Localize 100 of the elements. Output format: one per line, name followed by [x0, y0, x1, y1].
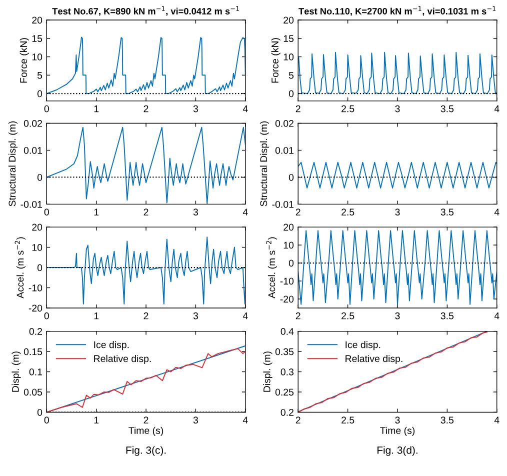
x-tick-label: 2 — [144, 312, 148, 320]
x-tick-label: 2 — [296, 416, 300, 424]
x-axis-title: Time (s) — [380, 426, 415, 436]
caption: Fig. 3(c). — [126, 446, 166, 456]
y-tick-label: 0.4 — [280, 328, 294, 335]
x-tick-label: 0 — [44, 208, 49, 216]
y-tick-label: 0 — [37, 264, 42, 272]
x-tick-label: 3.5 — [440, 312, 454, 320]
x-tick-label: 3.5 — [440, 416, 454, 424]
x-tick-label: 2 — [144, 105, 148, 112]
x-axis-title: Time (s) — [128, 426, 164, 436]
y-axis-title: Accel. (m s$^{−2}$) — [14, 237, 26, 298]
line-series — [298, 52, 497, 94]
y-tick-label: -10 — [28, 284, 42, 292]
y-tick-label: -10 — [280, 278, 294, 285]
x-tick-label: 2 — [296, 312, 300, 320]
y-tick-label: 0 — [288, 90, 294, 98]
x-tick-label: 1 — [94, 312, 99, 320]
x-tick-label: 3.5 — [440, 208, 454, 216]
y-tick-label: 20 — [32, 224, 42, 231]
x-tick-label: 0 — [44, 105, 49, 112]
x-tick-label: 4 — [494, 416, 500, 424]
y-axis-title: Structural Displ. (m) — [8, 121, 18, 206]
x-tick-label: 4 — [242, 312, 248, 320]
y-tick-label: 0.05 — [24, 388, 42, 396]
x-tick-label: 3 — [395, 208, 400, 216]
y-tick-label: 10 — [32, 244, 42, 251]
x-tick-label: 3 — [193, 105, 198, 112]
x-tick-label: 3 — [193, 208, 198, 216]
y-tick-label: -20 — [280, 296, 294, 303]
x-tick-label: 1 — [94, 208, 99, 216]
legend-label: Ice disp. — [346, 341, 380, 350]
chart-title: Test No.110, K=2700 kN m$^{−1}$, vi=0.1031 m s$^{−1}$ — [298, 6, 496, 16]
x-tick-label: 2 — [144, 416, 148, 424]
chart-title: Test No.67, K=890 kN m$^{−1}$, vi=0.0412 m s$^{−1}$ — [52, 6, 240, 16]
y-axis-title: Force (kN) — [271, 38, 280, 83]
y-tick-label: 0 — [37, 408, 42, 416]
x-tick-label: 3 — [395, 312, 400, 320]
y-tick-label: -20 — [28, 304, 42, 312]
y-tick-label: -0.01 — [272, 200, 294, 208]
y-tick-label: -0.01 — [20, 200, 42, 208]
x-tick-label: 2 — [144, 208, 148, 216]
x-tick-label: 1 — [94, 416, 99, 424]
line-series — [46, 36, 246, 94]
legend-label: Ice disp. — [94, 341, 129, 350]
y-axis-title: Displ. (m) — [12, 352, 21, 392]
line-series — [298, 162, 497, 189]
y-tick-label: 20 — [32, 16, 42, 24]
x-tick-label: 1 — [94, 105, 99, 112]
y-tick-label: 20 — [284, 16, 294, 24]
x-tick-label: 4 — [494, 312, 500, 320]
y-tick-label: 0 — [288, 260, 294, 267]
y-axis-title: Accel. (m s$^{−2}$) — [266, 237, 278, 298]
x-tick-label: 2 — [296, 105, 300, 112]
y-tick-label: 20 — [284, 224, 294, 231]
y-tick-label: 15 — [284, 35, 294, 42]
y-tick-label: 15 — [32, 35, 42, 42]
y-tick-label: 0.02 — [275, 120, 294, 127]
x-tick-label: 2.5 — [342, 416, 354, 424]
x-tick-label: 3.5 — [440, 105, 454, 112]
y-tick-label: 0.2 — [280, 408, 294, 416]
x-tick-label: 4 — [242, 105, 248, 112]
x-tick-label: 2 — [296, 208, 300, 216]
y-tick-label: 0.3 — [280, 368, 294, 376]
x-tick-label: 3 — [193, 312, 198, 320]
x-tick-label: 4 — [494, 208, 500, 216]
x-tick-label: 3 — [193, 416, 198, 424]
legend-label: Relative disp. — [94, 354, 151, 364]
y-tick-label: 0.02 — [24, 120, 42, 127]
y-axis-title: Displ. (m) — [263, 352, 272, 392]
y-axis-title: Force (kN) — [20, 38, 29, 83]
x-tick-label: 4 — [242, 416, 248, 424]
y-tick-label: 0.35 — [275, 348, 294, 356]
y-tick-label: 0.01 — [24, 146, 42, 154]
y-tick-label: 0 — [288, 174, 294, 181]
x-tick-label: 4 — [242, 208, 248, 216]
y-tick-label: 5 — [37, 72, 42, 79]
x-tick-label: 2.5 — [342, 105, 354, 112]
caption: Fig. 3(d). — [378, 446, 418, 456]
y-tick-label: 0.25 — [275, 388, 294, 396]
x-tick-label: 2.5 — [342, 208, 354, 216]
x-tick-label: 3 — [395, 105, 400, 112]
y-tick-label: 10 — [284, 242, 294, 249]
y-tick-label: 0.2 — [29, 328, 42, 335]
line-series — [298, 230, 497, 305]
y-tick-label: 0 — [37, 90, 42, 98]
x-tick-label: 4 — [494, 105, 500, 112]
line-series — [46, 126, 246, 204]
legend-label: Relative disp. — [346, 354, 402, 364]
x-tick-label: 0 — [44, 312, 49, 320]
y-tick-label: 0.1 — [29, 368, 42, 376]
y-tick-label: 10 — [32, 54, 42, 60]
y-tick-label: 0 — [37, 174, 42, 181]
x-tick-label: 0 — [44, 416, 49, 424]
y-tick-label: 0.01 — [275, 146, 294, 154]
line-series — [46, 236, 246, 304]
x-tick-label: 2.5 — [342, 312, 354, 320]
y-tick-label: 0.15 — [24, 348, 42, 356]
y-tick-label: 10 — [284, 54, 294, 60]
y-tick-label: 5 — [288, 72, 294, 79]
